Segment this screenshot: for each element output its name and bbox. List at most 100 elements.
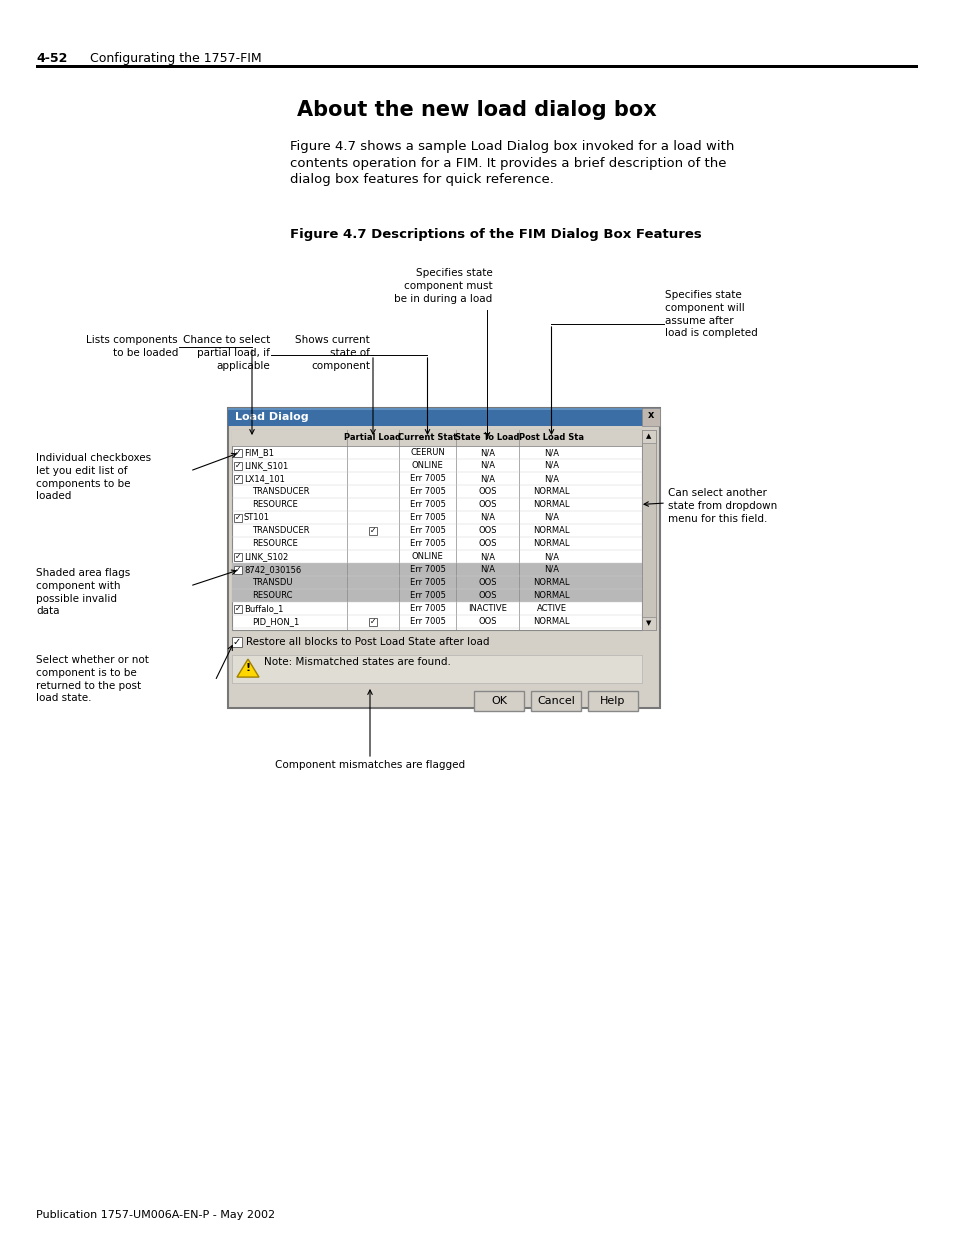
Text: ✓: ✓	[234, 564, 241, 574]
Bar	[641, 408, 659, 426]
Text: State To Load: State To Load	[455, 433, 519, 442]
Text: TRANSDUCER: TRANSDUCER	[252, 487, 309, 496]
Text: N/A: N/A	[479, 448, 495, 457]
Text: INACTIVE: INACTIVE	[468, 604, 506, 613]
Text: 4-52: 4-52	[36, 52, 68, 65]
Text: ONLINE: ONLINE	[411, 461, 443, 471]
Text: Select whether or not
component is to be
returned to the post
load state.: Select whether or not component is to be…	[36, 655, 149, 704]
Text: Shaded area flags
component with
possible invalid
data: Shaded area flags component with possibl…	[36, 568, 131, 616]
Text: ✓: ✓	[234, 604, 241, 613]
Bar	[232, 589, 641, 601]
Text: PID_HON_1: PID_HON_1	[252, 618, 299, 626]
Bar	[228, 408, 659, 708]
Text: N/A: N/A	[543, 552, 558, 561]
Text: NORMAL: NORMAL	[533, 487, 569, 496]
Text: NORMAL: NORMAL	[533, 500, 569, 509]
Text: NORMAL: NORMAL	[533, 618, 569, 626]
Text: ✓: ✓	[233, 637, 241, 647]
Text: Help: Help	[599, 697, 625, 706]
Text: Figure 4.7 Descriptions of the FIM Dialog Box Features: Figure 4.7 Descriptions of the FIM Dialo…	[290, 228, 701, 241]
Bar	[233, 552, 242, 561]
Text: Figure 4.7 shows a sample Load Dialog box invoked for a load with
contents opera: Figure 4.7 shows a sample Load Dialog bo…	[290, 140, 734, 186]
Bar	[232, 637, 242, 647]
Text: OOS: OOS	[477, 538, 497, 548]
Bar	[228, 408, 641, 410]
Text: RESOURC: RESOURC	[252, 592, 293, 600]
Text: NORMAL: NORMAL	[533, 538, 569, 548]
Text: ✓: ✓	[234, 461, 241, 471]
Text: OOS: OOS	[477, 500, 497, 509]
Bar	[641, 430, 656, 630]
Text: ✓: ✓	[234, 474, 241, 483]
Text: Buffalo_1: Buffalo_1	[244, 604, 283, 613]
Text: Err 7005: Err 7005	[409, 592, 445, 600]
Text: Restore all blocks to Post Load State after load: Restore all blocks to Post Load State af…	[246, 637, 489, 647]
Bar	[531, 692, 580, 711]
Text: FIM_B1: FIM_B1	[244, 448, 274, 457]
Bar	[233, 474, 242, 483]
Text: RESOURCE: RESOURCE	[252, 538, 297, 548]
Bar	[641, 618, 656, 630]
Text: ST101: ST101	[244, 513, 270, 522]
Text: Current Stat: Current Stat	[397, 433, 456, 442]
Text: OOS: OOS	[477, 618, 497, 626]
Bar	[233, 514, 242, 521]
Text: Err 7005: Err 7005	[409, 618, 445, 626]
Text: Err 7005: Err 7005	[409, 487, 445, 496]
Text: !: !	[245, 663, 251, 673]
Text: LINK_S102: LINK_S102	[244, 552, 288, 561]
Text: OK: OK	[491, 697, 506, 706]
Text: NORMAL: NORMAL	[533, 592, 569, 600]
Text: Post Load Sta: Post Load Sta	[518, 433, 583, 442]
Text: ✓: ✓	[370, 618, 375, 626]
Text: NORMAL: NORMAL	[533, 526, 569, 535]
Text: OOS: OOS	[477, 592, 497, 600]
Text: N/A: N/A	[479, 474, 495, 483]
Text: NORMAL: NORMAL	[533, 578, 569, 587]
Text: ✓: ✓	[234, 448, 241, 457]
Text: Err 7005: Err 7005	[409, 564, 445, 574]
Text: OOS: OOS	[477, 526, 497, 535]
Bar	[369, 526, 376, 535]
Text: Individual checkboxes
let you edit list of
components to be
loaded: Individual checkboxes let you edit list …	[36, 453, 151, 501]
Text: Configurating the 1757-FIM: Configurating the 1757-FIM	[90, 52, 261, 65]
Text: ONLINE: ONLINE	[411, 552, 443, 561]
Text: Load Dialog: Load Dialog	[234, 412, 309, 422]
Text: 8742_030156: 8742_030156	[244, 564, 301, 574]
Text: OOS: OOS	[477, 487, 497, 496]
Text: Err 7005: Err 7005	[409, 578, 445, 587]
Text: Specifies state
component must
be in during a load: Specifies state component must be in dur…	[394, 268, 492, 304]
Bar	[232, 576, 641, 589]
Bar	[474, 692, 523, 711]
Text: N/A: N/A	[543, 461, 558, 471]
Bar	[233, 566, 242, 573]
Text: N/A: N/A	[543, 474, 558, 483]
Text: Err 7005: Err 7005	[409, 538, 445, 548]
Text: Err 7005: Err 7005	[409, 526, 445, 535]
Bar	[36, 65, 917, 68]
Polygon shape	[236, 659, 258, 677]
Text: N/A: N/A	[479, 564, 495, 574]
Text: TRANSDUCER: TRANSDUCER	[252, 526, 309, 535]
Text: Err 7005: Err 7005	[409, 474, 445, 483]
Text: Specifies state
component will
assume after
load is completed: Specifies state component will assume af…	[664, 290, 757, 338]
Bar	[228, 408, 659, 426]
Text: Lists components
to be loaded: Lists components to be loaded	[87, 335, 178, 358]
Text: ▲: ▲	[645, 433, 651, 440]
Text: RESOURCE: RESOURCE	[252, 500, 297, 509]
Text: N/A: N/A	[543, 448, 558, 457]
Bar	[587, 692, 638, 711]
Text: Err 7005: Err 7005	[409, 604, 445, 613]
Text: N/A: N/A	[479, 461, 495, 471]
Text: Err 7005: Err 7005	[409, 500, 445, 509]
Text: Publication 1757-UM006A-EN-P - May 2002: Publication 1757-UM006A-EN-P - May 2002	[36, 1210, 274, 1220]
Text: Shows current
state of
component: Shows current state of component	[294, 335, 370, 370]
Text: Partial Load: Partial Load	[344, 433, 401, 442]
Text: About the new load dialog box: About the new load dialog box	[296, 100, 657, 120]
Text: x: x	[647, 410, 654, 420]
Text: TRANSDU: TRANSDU	[252, 578, 293, 587]
Bar	[232, 655, 641, 683]
Bar	[232, 563, 641, 576]
Text: ✓: ✓	[234, 552, 241, 561]
Bar	[641, 430, 656, 443]
